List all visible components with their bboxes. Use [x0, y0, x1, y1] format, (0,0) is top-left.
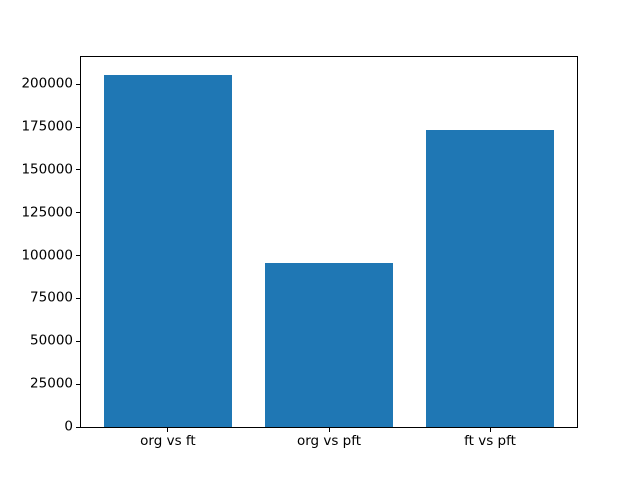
y-tick-label: 0: [64, 418, 73, 435]
y-tick-label: 75000: [30, 289, 73, 306]
y-tick-label: 200000: [21, 75, 73, 92]
y-tick-label: 125000: [21, 204, 73, 221]
x-tick-label: org vs pft: [296, 433, 362, 449]
x-tick-mark: [328, 428, 330, 432]
y-tick-label: 100000: [21, 246, 73, 263]
plot-area: 0 25000 50000 75000 100000 125000 150000 175000…: [21, 56, 578, 448]
bars-layer: [81, 57, 577, 427]
x-axis: org vs ft org vs pft ft vs pft: [81, 57, 577, 448]
y-tick-mark: [76, 340, 80, 342]
y-tick-mark: [76, 383, 80, 385]
y-tick-mark: [76, 169, 80, 171]
y-tick-mark: [76, 126, 80, 128]
y-tick-label: 25000: [30, 375, 73, 392]
y-tick-label: 150000: [21, 161, 73, 178]
y-tick-mark: [76, 255, 80, 257]
y-tick-label: 175000: [21, 118, 73, 135]
y-tick-mark: [76, 83, 80, 85]
x-tick-label: ft vs pft: [464, 433, 516, 449]
bar-org-vs-ft: [103, 74, 233, 427]
x-tick-mark: [167, 428, 169, 432]
y-tick-mark: [76, 212, 80, 214]
y-tick-label: 50000: [30, 332, 73, 349]
y-tick-mark: [76, 426, 80, 428]
bar-ft-vs-pft: [425, 129, 555, 427]
y-tick-mark: [76, 297, 80, 299]
bar-org-vs-pft: [264, 263, 394, 427]
x-tick-label: org vs ft: [140, 433, 196, 449]
y-axis: 0 25000 50000 75000 100000 125000 150000 175000…: [21, 57, 577, 433]
x-tick-mark: [489, 428, 491, 432]
